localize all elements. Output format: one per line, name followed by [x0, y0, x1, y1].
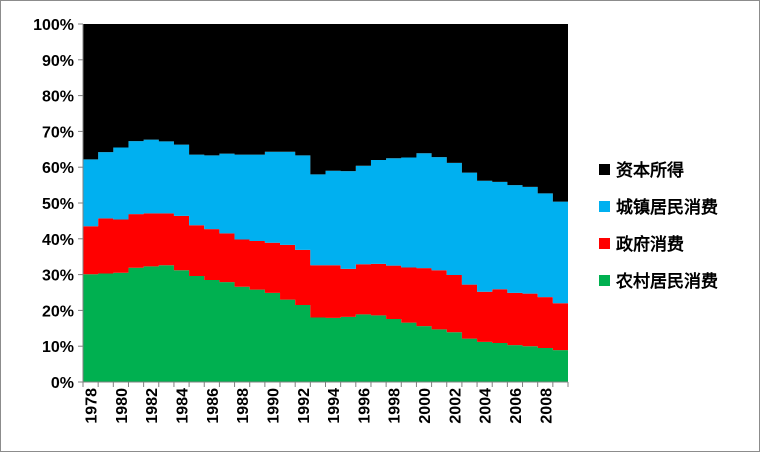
y-tick-label: 20%: [42, 303, 74, 320]
area-series-0: [83, 265, 568, 382]
y-tick-label: 50%: [42, 196, 74, 213]
plot-area: [83, 24, 568, 382]
x-tick-label: 1980: [114, 388, 131, 424]
x-tick-label: 2002: [447, 388, 464, 424]
x-tick-label: 2006: [508, 388, 525, 424]
x-axis-ticks: 1978 1980 1982 1984 1986 1988 1990 1992 1994 1996…: [82, 382, 569, 424]
y-tick-label: 30%: [42, 268, 74, 285]
x-tick-label: 1986: [205, 388, 222, 424]
x-tick-label: 1996: [356, 388, 373, 424]
y-tick-label: 90%: [42, 53, 74, 70]
y-tick-label: 10%: [42, 339, 74, 356]
x-tick-label: 1978: [84, 388, 101, 424]
legend-swatch: [599, 164, 610, 175]
y-tick-label: 0%: [51, 375, 74, 392]
x-tick-label: 1988: [235, 388, 252, 424]
legend-swatch: [599, 275, 610, 286]
x-tick-label: 1990: [265, 388, 282, 424]
legend-label: 政府消费: [616, 234, 684, 255]
x-tick-label: 1994: [326, 388, 343, 424]
legend-label: 城镇居民消费: [616, 197, 718, 218]
y-tick-label: 40%: [42, 232, 74, 249]
legend-label: 资本所得: [616, 160, 684, 181]
x-tick-label: 1998: [387, 388, 404, 424]
y-tick-label: 80%: [42, 89, 74, 106]
y-tick-label: 60%: [42, 160, 74, 177]
x-tick-label: 2004: [478, 388, 495, 424]
legend-label: 农村居民消费: [615, 271, 718, 292]
x-tick-label: 1984: [175, 388, 192, 424]
area-series-3: [83, 24, 568, 202]
x-tick-label: 2000: [417, 388, 434, 424]
area-series-2: [83, 139, 568, 304]
y-axis-ticks: 0% 10% 20% 30% 40% 50% 60% 70% 80% 90% 100%: [33, 17, 83, 392]
legend-swatch: [599, 201, 610, 212]
area-series-1: [83, 213, 568, 351]
x-tick-label: 1982: [144, 388, 161, 424]
legend-swatch: [599, 238, 610, 249]
x-tick-label: 2008: [538, 388, 555, 424]
y-tick-label: 100%: [33, 17, 74, 34]
y-tick-label: 70%: [42, 124, 74, 141]
x-tick-label: 1992: [296, 388, 313, 424]
